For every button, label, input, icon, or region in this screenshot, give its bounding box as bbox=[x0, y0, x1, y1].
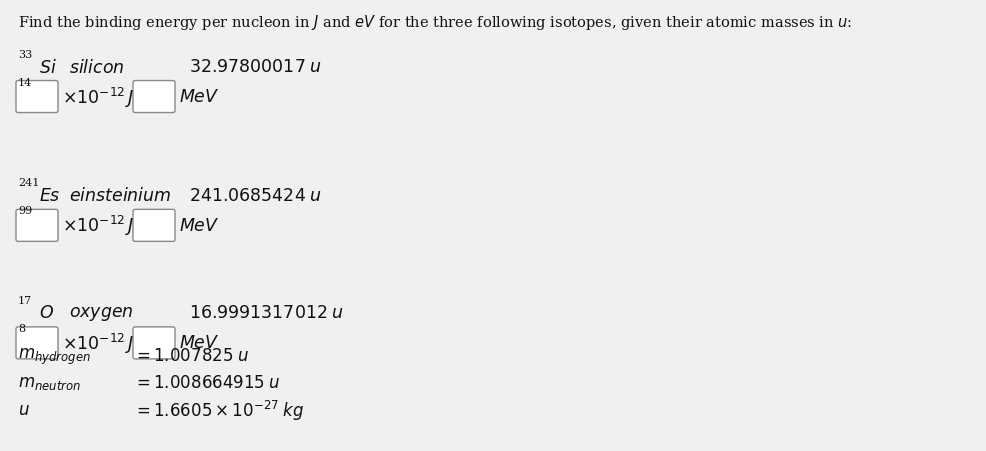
Text: $MeV$: $MeV$ bbox=[178, 217, 219, 235]
Text: $MeV$: $MeV$ bbox=[178, 335, 219, 352]
FancyBboxPatch shape bbox=[16, 327, 58, 359]
FancyBboxPatch shape bbox=[16, 81, 58, 113]
Text: 17: 17 bbox=[18, 295, 33, 305]
Text: $m_{neutron}$: $m_{neutron}$ bbox=[18, 375, 81, 391]
Text: $\it{silicon}$: $\it{silicon}$ bbox=[69, 59, 124, 76]
Text: 33: 33 bbox=[18, 50, 33, 60]
Text: $Es$: $Es$ bbox=[39, 188, 60, 204]
Text: $= 1.007825\; u$: $= 1.007825\; u$ bbox=[133, 348, 248, 365]
Text: 99: 99 bbox=[18, 206, 33, 216]
FancyBboxPatch shape bbox=[133, 210, 175, 242]
Text: $\times 10^{-12}\,J$: $\times 10^{-12}\,J$ bbox=[62, 214, 134, 238]
FancyBboxPatch shape bbox=[133, 81, 175, 113]
Text: $\it{einsteinium}$: $\it{einsteinium}$ bbox=[69, 187, 172, 205]
Text: $= 1.008664915\; u$: $= 1.008664915\; u$ bbox=[133, 375, 280, 391]
Text: $32.97800017\; u$: $32.97800017\; u$ bbox=[188, 59, 321, 76]
Text: $Si$: $Si$ bbox=[39, 59, 57, 76]
Text: $16.9991317012\; u$: $16.9991317012\; u$ bbox=[188, 305, 344, 322]
FancyBboxPatch shape bbox=[16, 210, 58, 242]
Text: 14: 14 bbox=[18, 78, 33, 87]
Text: $\times 10^{-12}\,J$: $\times 10^{-12}\,J$ bbox=[62, 331, 134, 355]
Text: $= 1.6605 \times 10^{-27}\; kg$: $= 1.6605 \times 10^{-27}\; kg$ bbox=[133, 398, 304, 422]
Text: 241: 241 bbox=[18, 178, 39, 188]
Text: $\times 10^{-12}\,J$: $\times 10^{-12}\,J$ bbox=[62, 85, 134, 109]
Text: $MeV$: $MeV$ bbox=[178, 89, 219, 106]
Text: $\it{oxygen}$: $\it{oxygen}$ bbox=[69, 304, 134, 322]
Text: $241.0685424\; u$: $241.0685424\; u$ bbox=[188, 188, 321, 204]
Text: $m_{hydrogen}$: $m_{hydrogen}$ bbox=[18, 346, 91, 366]
Text: 8: 8 bbox=[18, 323, 25, 333]
Text: $O$: $O$ bbox=[39, 305, 54, 322]
Text: Find the binding energy per nucleon in $J$ and $eV$ for the three following isot: Find the binding energy per nucleon in $… bbox=[18, 13, 851, 32]
FancyBboxPatch shape bbox=[133, 327, 175, 359]
Text: $u$: $u$ bbox=[18, 401, 30, 419]
